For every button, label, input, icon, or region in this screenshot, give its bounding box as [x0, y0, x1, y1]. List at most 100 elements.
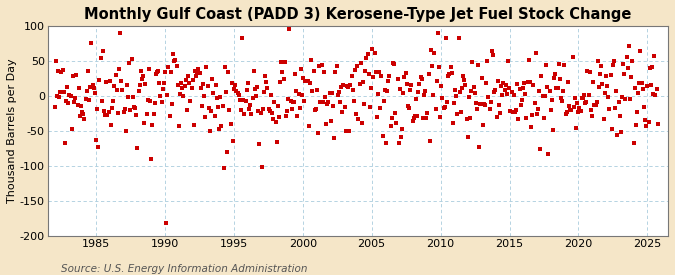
Point: [423, 72, 434, 76]
Point: [242, 88, 252, 93]
Point: [57, 68, 68, 73]
Point: [205, 128, 215, 133]
Point: [406, 83, 416, 87]
Point: [162, 93, 173, 98]
Point: [335, 85, 346, 90]
Point: [207, 77, 217, 81]
Point: [222, 150, 233, 155]
Point: [105, 79, 115, 83]
Point: [557, 98, 568, 103]
Point: [187, 78, 198, 82]
Point: [108, 98, 119, 103]
Point: [364, 104, 375, 109]
Point: [86, 41, 97, 46]
Point: [186, 86, 197, 90]
Point: [612, 133, 623, 137]
Point: [132, 146, 143, 150]
Point: [254, 142, 265, 147]
Point: [105, 122, 116, 127]
Point: [59, 141, 70, 145]
Point: [558, 89, 569, 93]
Point: [575, 109, 586, 114]
Point: [79, 117, 90, 121]
Point: [512, 82, 522, 87]
Point: [77, 110, 88, 114]
Point: [248, 69, 259, 73]
Point: [483, 95, 494, 100]
Point: [606, 127, 617, 131]
Point: [191, 74, 202, 78]
Point: [376, 74, 387, 79]
Point: [230, 82, 241, 87]
Point: [620, 97, 631, 101]
Point: [490, 88, 501, 93]
Point: [350, 67, 360, 72]
Point: [371, 114, 382, 119]
Point: [159, 80, 169, 85]
Point: [585, 70, 595, 74]
Point: [613, 100, 624, 104]
Point: [645, 83, 656, 87]
Point: [441, 36, 452, 40]
Point: [211, 83, 221, 87]
Point: [113, 67, 124, 71]
Point: [427, 64, 437, 68]
Point: [338, 83, 349, 88]
Point: [109, 84, 119, 88]
Point: [508, 93, 519, 97]
Point: [128, 94, 138, 99]
Point: [345, 83, 356, 87]
Point: [355, 60, 366, 65]
Point: [299, 99, 310, 103]
Point: [58, 90, 69, 94]
Point: [537, 94, 548, 98]
Point: [481, 81, 491, 86]
Point: [379, 99, 389, 103]
Point: [529, 101, 540, 105]
Point: [265, 109, 275, 114]
Point: [356, 121, 367, 125]
Point: [153, 68, 163, 73]
Point: [255, 111, 266, 115]
Point: [398, 91, 409, 95]
Point: [421, 116, 432, 120]
Point: [244, 106, 254, 111]
Point: [327, 104, 338, 108]
Point: [206, 109, 217, 113]
Point: [604, 107, 615, 112]
Point: [358, 80, 369, 84]
Point: [650, 92, 661, 97]
Point: [74, 86, 84, 90]
Point: [225, 122, 236, 126]
Point: [116, 79, 127, 83]
Point: [183, 74, 194, 78]
Point: [628, 141, 639, 146]
Point: [396, 134, 406, 139]
Point: [87, 83, 98, 87]
Point: [128, 104, 139, 109]
Point: [643, 120, 654, 124]
Point: [562, 109, 572, 114]
Point: [433, 65, 444, 69]
Point: [476, 76, 487, 80]
Point: [651, 87, 662, 92]
Point: [188, 123, 199, 127]
Point: [588, 80, 599, 84]
Point: [528, 83, 539, 87]
Point: [436, 84, 447, 88]
Point: [99, 109, 109, 114]
Point: [641, 123, 651, 128]
Point: [144, 67, 155, 71]
Point: [291, 89, 302, 94]
Point: [190, 68, 200, 73]
Point: [374, 70, 385, 74]
Point: [302, 78, 313, 83]
Point: [443, 74, 454, 78]
Point: [375, 106, 385, 110]
Point: [250, 87, 261, 91]
Point: [632, 109, 643, 114]
Point: [201, 65, 212, 69]
Point: [640, 117, 651, 122]
Point: [131, 112, 142, 117]
Point: [61, 99, 72, 103]
